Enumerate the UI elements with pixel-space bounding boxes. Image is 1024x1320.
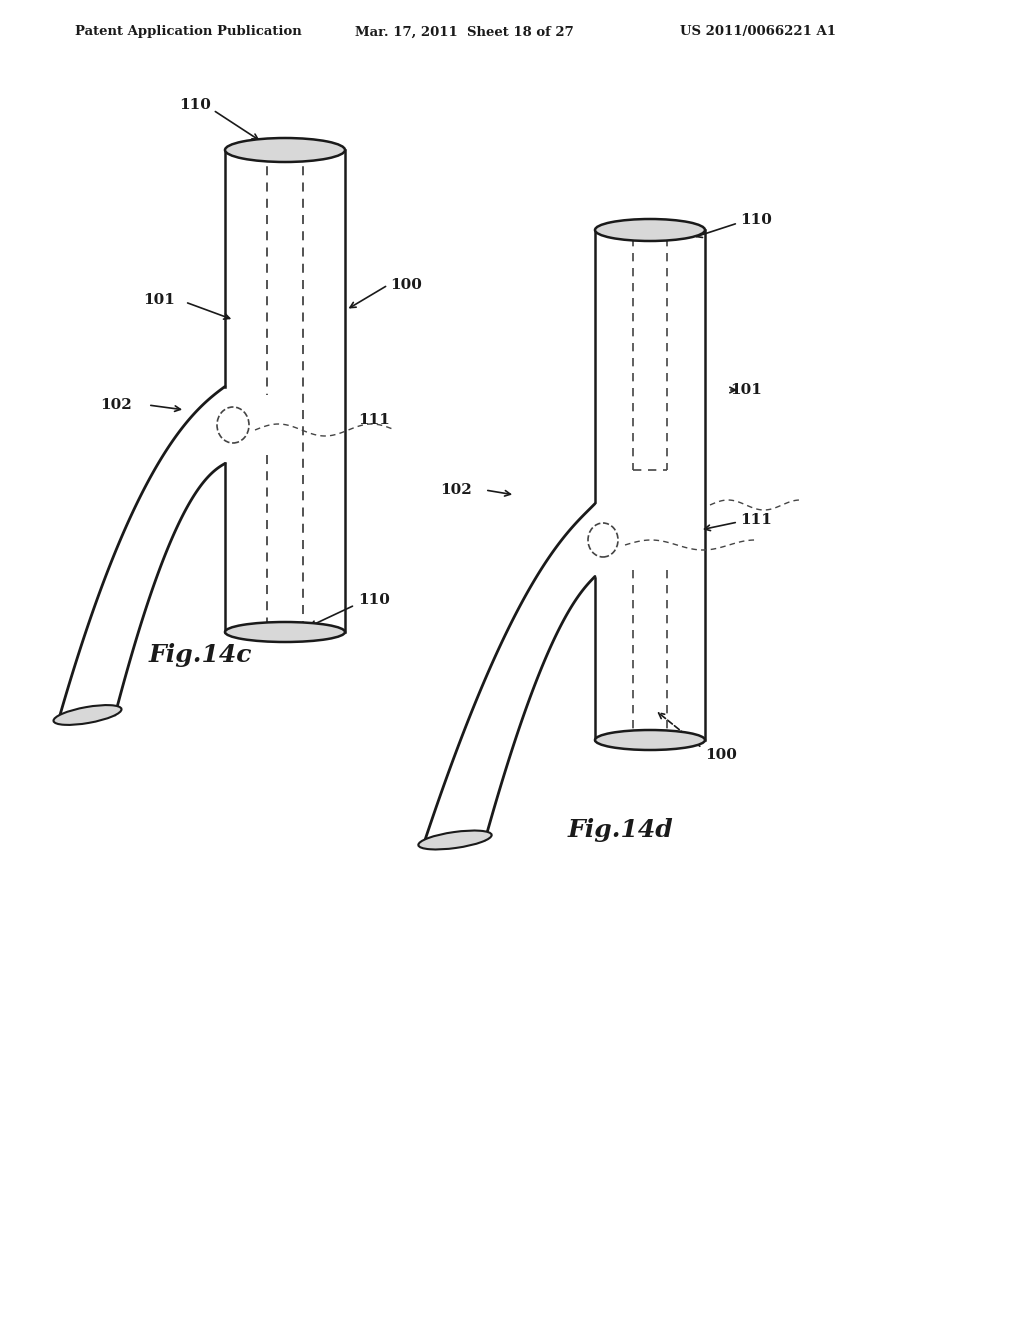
Text: US 2011/0066221 A1: US 2011/0066221 A1: [680, 25, 836, 38]
Text: 100: 100: [705, 748, 737, 762]
Text: 100: 100: [390, 279, 422, 292]
Polygon shape: [60, 387, 225, 715]
Ellipse shape: [53, 705, 122, 725]
Ellipse shape: [588, 523, 618, 557]
Text: 110: 110: [179, 98, 211, 112]
Ellipse shape: [217, 407, 249, 444]
Ellipse shape: [595, 219, 705, 242]
Text: Mar. 17, 2011  Sheet 18 of 27: Mar. 17, 2011 Sheet 18 of 27: [355, 25, 573, 38]
Polygon shape: [225, 150, 345, 632]
Text: 110: 110: [740, 213, 772, 227]
Polygon shape: [595, 230, 705, 741]
Text: 101: 101: [730, 383, 762, 397]
Ellipse shape: [225, 139, 345, 162]
Text: 111: 111: [358, 413, 390, 426]
Text: 102: 102: [100, 399, 132, 412]
Text: 101: 101: [143, 293, 175, 308]
Text: Fig.14d: Fig.14d: [567, 818, 673, 842]
Text: 110: 110: [358, 593, 390, 607]
Polygon shape: [425, 504, 595, 840]
Ellipse shape: [419, 830, 492, 850]
Text: Patent Application Publication: Patent Application Publication: [75, 25, 302, 38]
Ellipse shape: [595, 730, 705, 750]
Ellipse shape: [225, 622, 345, 642]
Text: 102: 102: [440, 483, 472, 498]
Text: Fig.14c: Fig.14c: [148, 643, 252, 667]
Text: 111: 111: [740, 513, 772, 527]
